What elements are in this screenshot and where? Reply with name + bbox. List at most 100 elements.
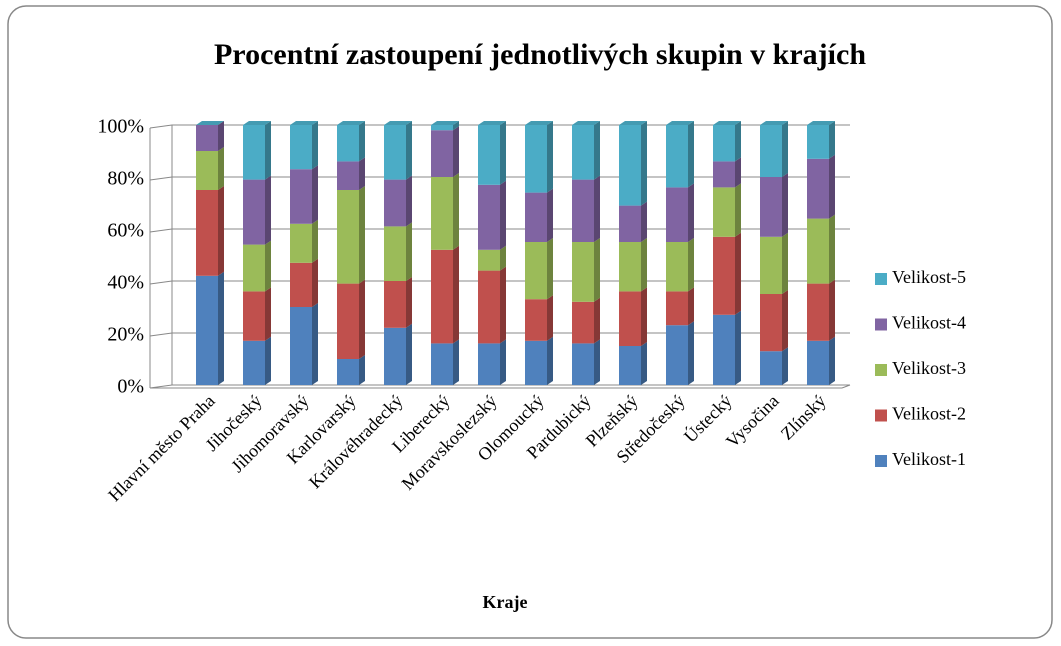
bar-side [359, 121, 365, 162]
bar [337, 190, 359, 284]
bar-side [782, 121, 788, 177]
bar [431, 125, 453, 131]
bar-side [547, 295, 553, 341]
legend-label: Velikost-4 [892, 313, 966, 333]
bar [384, 226, 406, 281]
bar-side [500, 339, 506, 385]
bar-side [312, 303, 318, 385]
bar [478, 343, 500, 385]
bar-side [359, 186, 365, 284]
bar-side [218, 271, 224, 385]
bar-side [829, 336, 835, 385]
bar-side [453, 173, 459, 250]
bar [384, 281, 406, 328]
bar [572, 179, 594, 242]
legend-swatch [875, 273, 887, 285]
bar-side [312, 165, 318, 224]
bar [619, 205, 641, 242]
bar [807, 158, 829, 219]
bar-side [312, 258, 318, 307]
bar-side [641, 287, 647, 346]
bar [243, 125, 265, 180]
bar-side [547, 336, 553, 385]
bar-side [735, 183, 741, 237]
bar-top [196, 121, 224, 125]
bar-side [829, 154, 835, 219]
bar [572, 125, 594, 180]
legend-swatch [875, 409, 887, 422]
bar-side [265, 175, 271, 245]
bar-side [594, 297, 600, 344]
x-axis-title: Kraje [483, 592, 528, 612]
bar-side [688, 183, 694, 242]
y-tick-label: 80% [107, 168, 144, 190]
bar [807, 283, 829, 341]
bar-side [547, 188, 553, 242]
bar [431, 249, 453, 344]
bar-side [265, 121, 271, 180]
bar [619, 242, 641, 292]
bar [619, 291, 641, 346]
y-tick-label: 60% [107, 220, 144, 242]
chart-title: Procentní zastoupení jednotlivých skupin… [214, 38, 866, 71]
bar [478, 125, 500, 185]
bar-side [641, 342, 647, 385]
bar-top [713, 121, 741, 125]
bar-side [500, 180, 506, 250]
bar [807, 218, 829, 284]
bar-side [641, 238, 647, 292]
bar-side [312, 219, 318, 263]
y-tick-label: 40% [107, 272, 144, 294]
bar [666, 291, 688, 326]
bar-top [337, 121, 365, 125]
bar [666, 242, 688, 292]
bar-side [406, 222, 412, 281]
bar [713, 314, 735, 385]
bar-side [265, 336, 271, 385]
bar-side [312, 121, 318, 170]
bar-side [735, 157, 741, 188]
bar-side [735, 232, 741, 315]
bar-side [359, 355, 365, 385]
bar-side [641, 201, 647, 242]
bar-side [453, 339, 459, 385]
bar-top [619, 121, 647, 125]
legend-swatch [875, 318, 887, 331]
bar-side [406, 277, 412, 328]
bar-side [594, 238, 600, 302]
bar [713, 161, 735, 188]
bar [619, 125, 641, 206]
bar [196, 125, 218, 151]
bar [431, 343, 453, 385]
y-tick-label: 0% [117, 376, 144, 398]
bar [337, 359, 359, 385]
legend-label: Velikost-5 [892, 267, 966, 287]
bar [760, 177, 782, 237]
legend-label: Velikost-2 [892, 404, 966, 424]
y-tick-label: 100% [97, 116, 144, 138]
bar [384, 125, 406, 180]
bar-side [641, 121, 647, 206]
legend-swatch [875, 364, 887, 376]
bar [760, 236, 782, 294]
bar [666, 187, 688, 242]
bar-top [807, 121, 835, 125]
bar-side [782, 290, 788, 352]
bar-top [384, 121, 412, 125]
bar [196, 275, 218, 385]
bar [525, 242, 547, 300]
legend-label: Velikost-3 [892, 358, 966, 378]
bar-side [829, 279, 835, 341]
bar [337, 161, 359, 190]
bar-side [782, 173, 788, 237]
bar-side [406, 323, 412, 385]
bar [760, 294, 782, 352]
bar-side [688, 321, 694, 385]
bar [572, 343, 594, 385]
bar [196, 151, 218, 190]
bar [760, 125, 782, 177]
bar [619, 346, 641, 385]
bar-side [829, 121, 835, 159]
bar [525, 192, 547, 242]
